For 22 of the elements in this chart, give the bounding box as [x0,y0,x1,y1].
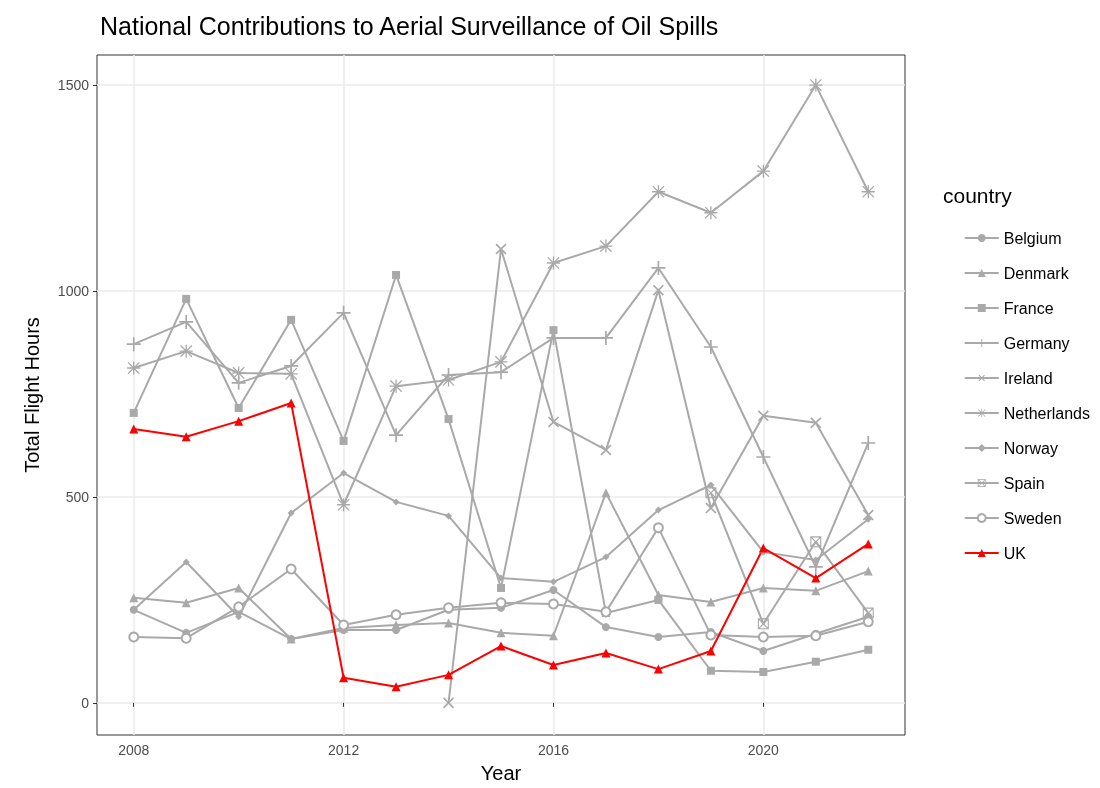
x-axis-title: Year [480,762,522,784]
y-axis-title: Total Flight Hours [21,317,43,473]
y-tick-label: 1000 [57,283,90,299]
x-tick-label: 2008 [118,742,150,758]
x-tick-label: 2012 [328,742,360,758]
x-tick-label: 2020 [747,742,780,758]
legend-label: Norway [1003,439,1058,457]
legend-label: Belgium [1003,229,1062,247]
legend-label: Spain [1003,474,1045,492]
x-tick-label: 2016 [537,742,570,758]
legend-label: Germany [1003,334,1070,352]
legend-label: UK [1003,544,1027,562]
legend-label: Sweden [1003,509,1062,527]
legend-label: France [1003,299,1054,317]
legend-label: Ireland [1003,369,1053,387]
legend-title: country [943,184,1013,207]
chart-title: National Contributions to Aerial Surveillance of Oil Spills [100,11,719,40]
y-tick-label: 0 [81,694,90,711]
y-tick-label: 500 [65,488,90,505]
y-tick-label: 1500 [57,77,90,94]
legend-label: Denmark [1003,264,1070,282]
legend-label: Netherlands [1003,404,1091,422]
